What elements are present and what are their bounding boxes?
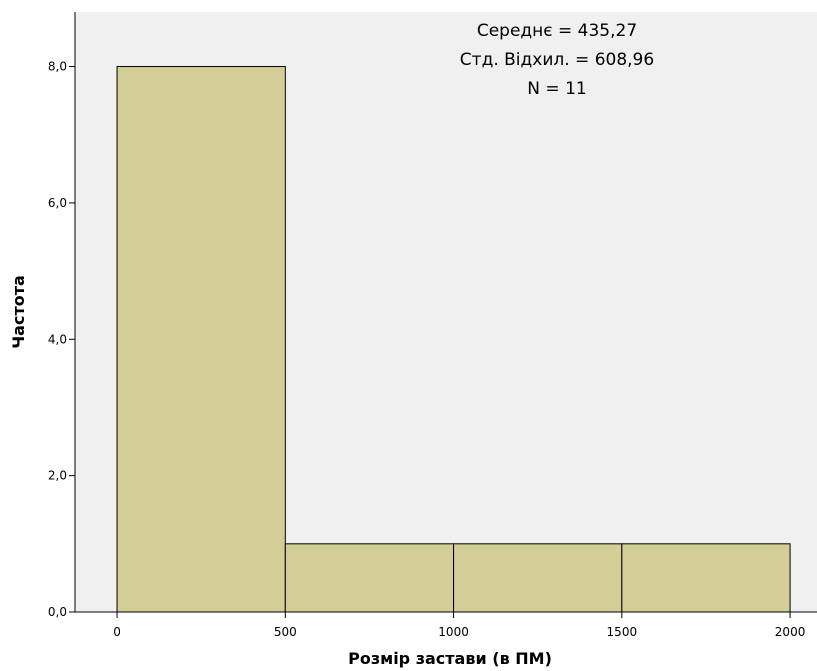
stats-line-1: Стд. Відхил. = 608,96 (460, 50, 654, 70)
y-tick-label: 8,0 (48, 60, 67, 74)
y-tick-label: 6,0 (48, 196, 67, 210)
x-tick-label: 0 (113, 625, 121, 639)
y-ticks-layer: 0,0 2,0 4,0 6,0 8,0 (48, 60, 75, 619)
histogram-bar-1 (284, 543, 455, 613)
y-axis-title: Частота (9, 275, 28, 349)
x-tick-label: 1000 (438, 625, 469, 639)
histogram-bar-2 (453, 543, 623, 613)
y-tick-label: 0,0 (48, 605, 67, 619)
x-ticks-layer: 0 500 1000 1500 2000 (113, 612, 805, 639)
x-tick-label: 1500 (607, 625, 638, 639)
x-axis-title: Розмір застави (в ПМ) (348, 649, 552, 668)
bars-layer (116, 66, 791, 613)
stats-box: Середнє = 435,27 Стд. Відхил. = 608,96 N =… (460, 21, 654, 99)
y-tick-label: 4,0 (48, 332, 67, 346)
y-tick-label: 2,0 (48, 469, 67, 483)
stats-line-0: Середнє = 435,27 (477, 21, 637, 41)
histogram-bar-3 (621, 543, 791, 613)
x-tick-label: 500 (274, 625, 297, 639)
stats-line-2: N = 11 (527, 79, 586, 99)
histogram-bar-0 (116, 66, 286, 613)
x-tick-label: 2000 (775, 625, 806, 639)
